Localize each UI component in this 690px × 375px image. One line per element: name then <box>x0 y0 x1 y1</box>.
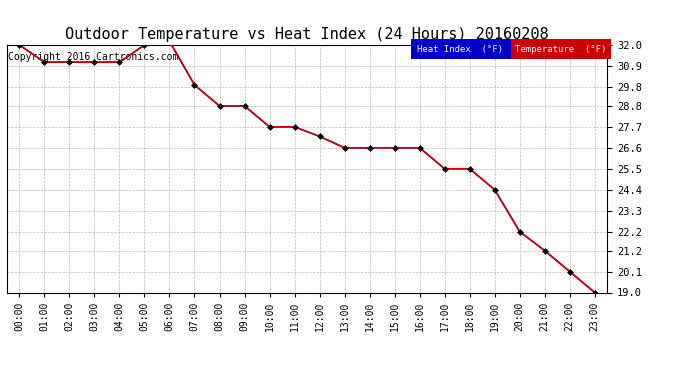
Text: Copyright 2016 Cartronics.com: Copyright 2016 Cartronics.com <box>8 53 179 62</box>
Title: Outdoor Temperature vs Heat Index (24 Hours) 20160208: Outdoor Temperature vs Heat Index (24 Ho… <box>66 27 549 42</box>
Text: Heat Index  (°F): Heat Index (°F) <box>417 45 503 54</box>
Text: Temperature  (°F): Temperature (°F) <box>515 45 606 54</box>
